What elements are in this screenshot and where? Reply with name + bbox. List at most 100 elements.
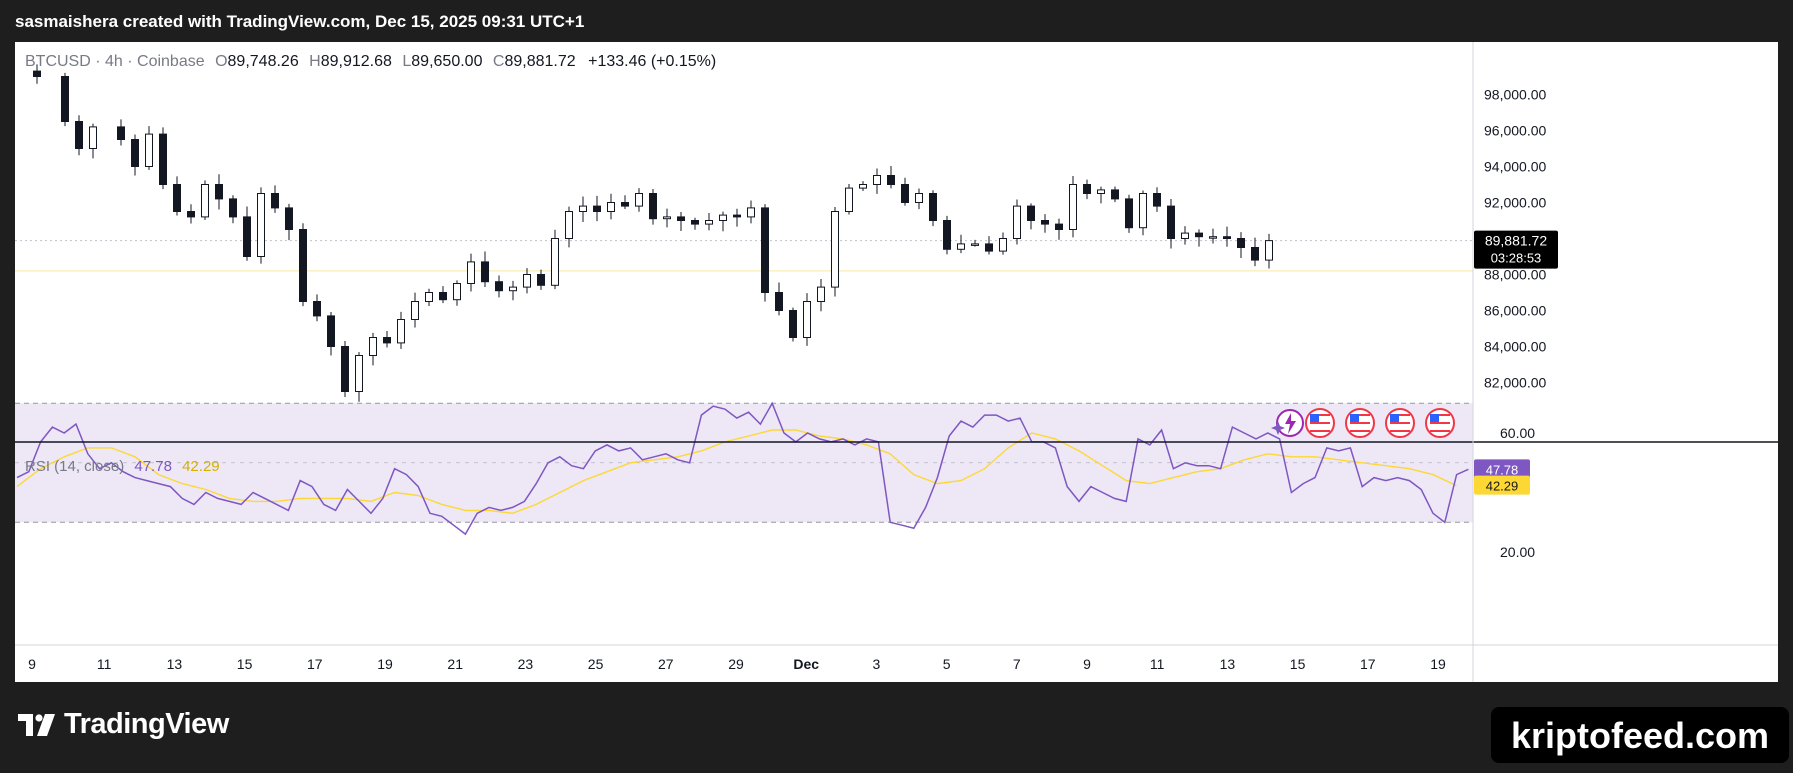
- candle-body: [705, 220, 713, 225]
- candle-body: [677, 216, 685, 221]
- candle-body: [1153, 193, 1161, 207]
- candle-body: [159, 133, 167, 185]
- candle-body: [999, 238, 1007, 252]
- open-value: 89,748.26: [228, 53, 299, 70]
- time-tick-label: 15: [1290, 656, 1306, 672]
- time-tick-label: 15: [237, 656, 253, 672]
- candle-body: [803, 301, 811, 338]
- candle-body: [299, 229, 307, 302]
- us-flag-event-icon[interactable]: [1305, 408, 1335, 438]
- flag-stripe: [1430, 426, 1450, 428]
- flag-stripe: [1430, 422, 1450, 424]
- flag-stripe: [1350, 414, 1370, 416]
- candle-body: [481, 261, 489, 283]
- flag-canton: [1310, 414, 1319, 422]
- flag-stripe: [1390, 430, 1410, 432]
- candles-group: [33, 64, 1273, 402]
- candle-body: [649, 193, 657, 220]
- price-axis[interactable]: 98,000.0096,000.0094,000.0092,000.0090,0…: [1484, 87, 1546, 391]
- rsi-value-label: 47.78: [1486, 462, 1519, 477]
- candle-body: [1041, 220, 1049, 225]
- time-tick-label: Dec: [793, 656, 819, 672]
- candle-body: [453, 283, 461, 301]
- candle-body: [635, 193, 643, 207]
- us-flag-event-icon[interactable]: [1345, 408, 1375, 438]
- candle-body: [607, 202, 615, 212]
- high-value: 89,912.68: [321, 53, 392, 70]
- candle-body: [621, 202, 629, 207]
- candle-body: [1013, 205, 1021, 240]
- candle-body: [215, 184, 223, 200]
- tradingview-wordmark: TradingView: [64, 708, 229, 740]
- chart-panel[interactable]: 98,000.0096,000.0094,000.0092,000.0090,0…: [15, 42, 1778, 682]
- lightning-event-icon[interactable]: [1271, 409, 1304, 437]
- time-tick-label: 7: [1013, 656, 1021, 672]
- symbol-label[interactable]: BTCUSD · 4h · Coinbase: [25, 53, 205, 70]
- candle-body: [397, 319, 405, 344]
- rsi-ma-value-label: 42.29: [1486, 479, 1519, 494]
- tradingview-logo[interactable]: TradingView: [18, 708, 229, 741]
- time-tick-label: 11: [97, 656, 112, 672]
- candle-body: [775, 292, 783, 311]
- candle-body: [495, 281, 503, 292]
- candle-body: [523, 274, 531, 288]
- candle-body: [187, 211, 195, 218]
- rsi-axis[interactable]: 60.00 20.00: [1500, 425, 1535, 560]
- flag-stripe: [1310, 426, 1330, 428]
- candle-body: [1265, 240, 1273, 261]
- time-tick-label: 23: [518, 656, 534, 672]
- candle-body: [929, 193, 937, 221]
- time-tick-label: 9: [28, 656, 36, 672]
- candle-body: [327, 315, 335, 347]
- candle-body: [201, 184, 209, 218]
- candle-body: [229, 198, 237, 218]
- candle-body: [761, 207, 769, 293]
- candle-body: [1027, 205, 1035, 222]
- current-price-value: 89,881.72: [1485, 233, 1547, 249]
- flag-stripe: [1390, 426, 1410, 428]
- rsi-title[interactable]: RSI (14, close): [25, 458, 124, 475]
- candle-body: [243, 216, 251, 257]
- flag-stripe: [1390, 418, 1410, 420]
- price-tick-label: 88,000.00: [1484, 267, 1546, 283]
- high-label: H: [309, 53, 321, 70]
- candle-body: [733, 214, 741, 218]
- candle-body: [383, 337, 391, 344]
- flag-canton: [1390, 414, 1399, 422]
- flag-stripe: [1310, 430, 1330, 432]
- candle-body: [887, 175, 895, 185]
- candle-body: [691, 220, 699, 225]
- flag-canton: [1430, 414, 1439, 422]
- open-label: O: [215, 53, 227, 70]
- candle-body: [845, 187, 853, 213]
- flag-stripe: [1390, 422, 1410, 424]
- candle-body: [355, 355, 363, 392]
- rsi-tick-label: 60.00: [1500, 425, 1535, 441]
- time-tick-label: 29: [728, 656, 744, 672]
- time-axis[interactable]: 9 11 13 15 17 19 21 23 25 27 29 Dec 3 5 7 9 11 13 15 17 19: [28, 656, 1446, 672]
- time-tick-label: 13: [1220, 656, 1236, 672]
- rsi-tick-label: 20.00: [1500, 544, 1535, 560]
- flag-stripe: [1310, 414, 1330, 416]
- candle-body: [915, 193, 923, 203]
- time-tick-label: 17: [307, 656, 323, 672]
- close-label: C: [493, 53, 505, 70]
- candle-body: [1181, 232, 1189, 240]
- candle-body: [369, 337, 377, 356]
- attribution-bar: sasmaishera created with TradingView.com…: [0, 0, 1793, 40]
- time-tick-label: 9: [1083, 656, 1091, 672]
- price-tick-label: 86,000.00: [1484, 303, 1546, 319]
- watermark-box: kriptofeed.com: [1490, 707, 1789, 763]
- price-chart[interactable]: 98,000.0096,000.0094,000.0092,000.0090,0…: [15, 42, 1778, 682]
- candle-body: [747, 207, 755, 218]
- candle-body: [957, 243, 965, 250]
- us-flag-event-icon[interactable]: [1385, 408, 1415, 438]
- candle-body: [1195, 232, 1203, 238]
- candle-body: [257, 193, 265, 257]
- time-tick-label: 27: [658, 656, 674, 672]
- flag-stripe: [1350, 430, 1370, 432]
- ohlc-legend: BTCUSD · 4h · Coinbase O89,748.26 H89,91…: [25, 53, 716, 70]
- chart-events[interactable]: [1271, 408, 1455, 438]
- us-flag-event-icon[interactable]: [1425, 408, 1455, 438]
- candle-body: [593, 205, 601, 213]
